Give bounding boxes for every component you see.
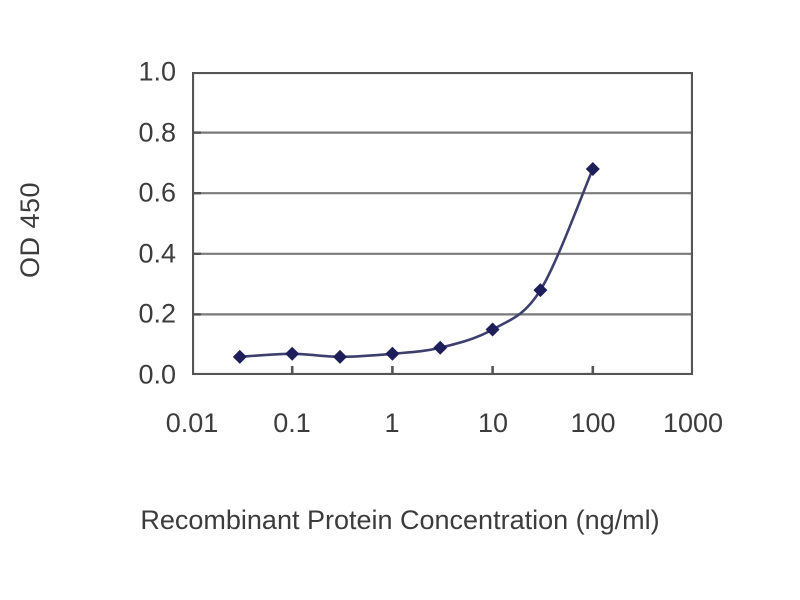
x-axis-title: Recombinant Protein Concentration (ng/ml… xyxy=(140,505,660,535)
data-point-marker xyxy=(333,349,348,364)
y-axis-tick-labels: 1.0 0.8 0.6 0.4 0.2 0.0 xyxy=(98,0,182,600)
plot-border xyxy=(192,72,693,375)
data-point-marker xyxy=(385,346,400,361)
x-tick-label-1: 1 xyxy=(384,408,400,438)
data-point-markers xyxy=(232,161,600,364)
data-point-marker xyxy=(285,346,300,361)
plot-background xyxy=(192,72,693,375)
y-tick-label-0.8: 0.8 xyxy=(138,117,176,148)
x-tick-label-0.1: 0.1 xyxy=(273,408,311,438)
data-point-marker xyxy=(485,322,500,337)
data-point-marker xyxy=(433,340,448,355)
y-tick-label-1.0: 1.0 xyxy=(138,56,176,87)
y-tick-label-0.4: 0.4 xyxy=(138,238,176,269)
data-point-marker xyxy=(533,283,548,298)
data-point-marker xyxy=(585,161,600,176)
data-point-marker xyxy=(232,349,247,364)
x-axis-tick-labels: 0.01 0.1 1 10 100 1000 xyxy=(0,410,800,450)
x-tick-label-100: 100 xyxy=(570,408,616,438)
x-tick-label-1000: 1000 xyxy=(662,408,724,438)
plot-area xyxy=(192,72,693,375)
chart-svg xyxy=(192,72,693,375)
x-tick-label-10: 10 xyxy=(477,408,509,438)
y-tick-label-0.0: 0.0 xyxy=(138,359,176,390)
y-tick-label-0.6: 0.6 xyxy=(138,177,176,208)
x-tick-label-0.01: 0.01 xyxy=(165,408,219,438)
y-tick-label-0.2: 0.2 xyxy=(138,298,176,329)
gridlines xyxy=(192,131,693,316)
